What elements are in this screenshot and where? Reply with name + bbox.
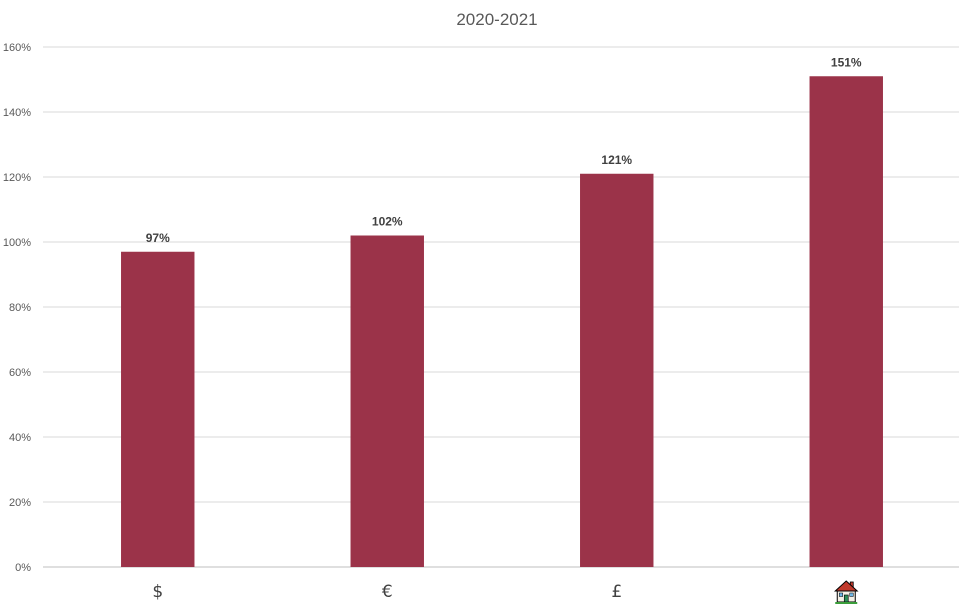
bar — [350, 235, 424, 567]
x-axis-category-labels: $ € £ — [152, 580, 859, 604]
gridlines — [43, 46, 959, 568]
category-label: € — [382, 582, 393, 602]
data-label: 151% — [831, 55, 862, 69]
category-label: $ — [152, 582, 163, 602]
bar — [809, 76, 883, 567]
y-tick-label: 100% — [3, 237, 31, 249]
y-tick-label: 160% — [3, 42, 31, 54]
category-label: £ — [611, 582, 622, 602]
y-tick-label: 140% — [3, 107, 31, 119]
y-tick-label: 60% — [9, 367, 31, 379]
y-tick-label: 120% — [3, 172, 31, 184]
y-tick-label: 0% — [15, 562, 31, 574]
y-axis-tick-labels: 0% 20% 40% 60% 80% 100% 120% 140% 160% — [3, 42, 31, 574]
data-label: 97% — [146, 231, 170, 245]
data-label: 121% — [601, 153, 632, 167]
bar — [121, 251, 195, 567]
bar — [580, 173, 654, 567]
y-tick-label: 80% — [9, 302, 31, 314]
data-labels: 97% 102% 121% 151% — [146, 55, 862, 245]
y-tick-label: 40% — [9, 432, 31, 444]
chart-title: 2020-2021 — [456, 10, 537, 29]
y-tick-label: 20% — [9, 497, 31, 509]
house-icon — [833, 580, 859, 604]
bars — [121, 76, 883, 567]
data-label: 102% — [372, 215, 403, 229]
